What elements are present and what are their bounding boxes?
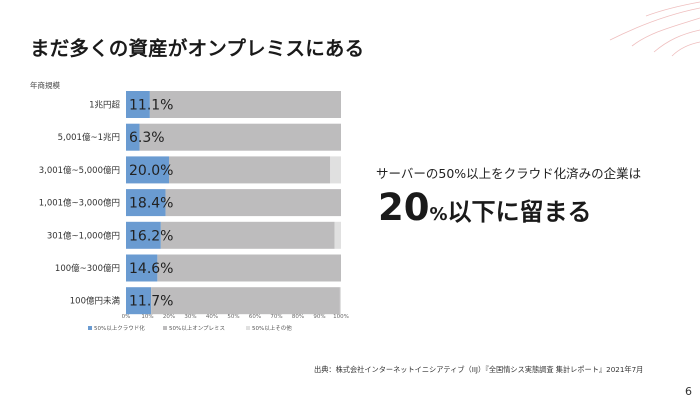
x-tick-label: 60% [249, 314, 261, 320]
bar-other-7 [339, 287, 341, 315]
bar-onprem-7 [151, 287, 340, 315]
legend-swatch-cloud [88, 326, 92, 330]
bar-other-5 [334, 221, 341, 249]
bar-onprem-3 [169, 156, 331, 184]
lead-text: サーバーの50%以上をクラウド化済みの企業は [376, 166, 642, 181]
legend-label-onprem: 50%以上オンプレミス [169, 324, 225, 332]
legend-label-other: 50%以上その他 [252, 324, 292, 332]
data-label: 16.2% [129, 228, 173, 244]
slide-title: まだ多くの資産がオンプレミスにある [30, 37, 365, 60]
bar-other-3 [330, 156, 341, 184]
bar-cloud-7 [126, 287, 152, 315]
x-tick-label: 30% [184, 314, 196, 320]
x-tick-label: 50% [227, 314, 239, 320]
source-citation: 出典：株式会社インターネットイニシアティブ（IIJ）『全国情シス実態調査 集計レ… [314, 365, 644, 374]
y-tick-label: 5,001億~1兆円 [58, 132, 120, 143]
data-label: 14.6% [129, 261, 173, 277]
bar-cloud-6 [126, 254, 158, 282]
headline-rest: 以下に留まる [447, 198, 592, 226]
headline-number: 20 [378, 186, 430, 229]
legend-swatch-onprem [163, 326, 167, 330]
bar-cloud-5 [126, 221, 161, 249]
headline: 20%以下に留まる [378, 186, 592, 229]
x-tick-label: 100% [333, 314, 349, 320]
data-label: 11.1% [129, 98, 173, 114]
bar-cloud-4 [126, 189, 166, 217]
data-label: 6.3% [129, 130, 165, 146]
x-tick-label: 40% [206, 314, 218, 320]
bar-onprem-5 [160, 221, 335, 249]
bar-onprem-2 [139, 123, 341, 151]
data-label: 20.0% [129, 163, 173, 179]
y-tick-label: 1,001億~3,000億円 [39, 198, 120, 209]
data-label: 18.4% [129, 196, 173, 212]
y-tick-label: 3,001億~5,000億円 [39, 165, 120, 176]
corner-decoration [609, 1, 700, 57]
legend-swatch-other [246, 326, 250, 330]
scale-label: 年商規模 [30, 81, 60, 90]
bar-cloud-1 [126, 91, 150, 118]
y-tick-label: 301億~1,000億円 [47, 230, 120, 241]
y-tick-label: 100億円未満 [70, 296, 121, 307]
data-label: 11.7% [129, 294, 173, 310]
x-tick-label: 10% [141, 314, 153, 320]
bar-onprem-4 [165, 189, 341, 217]
legend-label-cloud: 50%以上クラウド化 [94, 324, 145, 332]
y-tick-label: 1兆円超 [89, 100, 120, 111]
x-tick-label: 0% [122, 314, 131, 320]
bar-onprem-6 [157, 254, 341, 282]
bar-cloud-3 [126, 156, 169, 184]
x-tick-label: 20% [163, 314, 175, 320]
y-tick-label: 100億~300億円 [55, 263, 120, 274]
bar-cloud-2 [126, 123, 140, 151]
bar-onprem-1 [149, 91, 341, 118]
x-tick-label: 70% [270, 314, 282, 320]
x-tick-label: 90% [313, 314, 325, 320]
headline-percent: % [429, 204, 448, 225]
page-number: 6 [685, 385, 692, 398]
x-tick-label: 80% [292, 314, 304, 320]
